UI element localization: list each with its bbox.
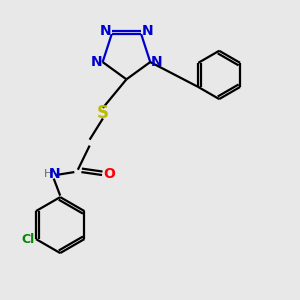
Text: H: H [44, 169, 52, 179]
Text: N: N [49, 167, 61, 181]
Text: Cl: Cl [21, 233, 34, 247]
Text: N: N [99, 24, 111, 38]
Text: N: N [142, 24, 153, 38]
Text: S: S [97, 104, 109, 122]
Text: N: N [151, 55, 163, 69]
Text: O: O [103, 167, 115, 182]
Text: N: N [90, 55, 102, 69]
